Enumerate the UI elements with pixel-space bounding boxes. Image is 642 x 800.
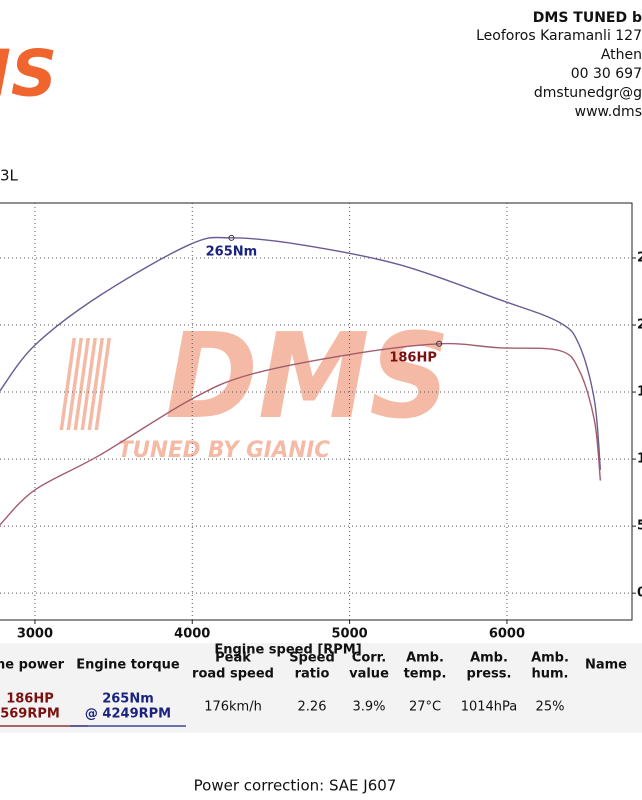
y-tick-label: 1 [637,452,642,467]
curve [0,342,602,526]
address-line: 00 30 697 [571,66,642,82]
table-background [0,643,642,733]
watermark-stripe [94,338,111,430]
watermark-logo: DMS [165,307,450,445]
watermark-stripe [87,338,104,430]
table-header: ratio [295,667,330,682]
table-header: Corr. [352,651,386,666]
x-tick-label: 6000 [489,627,525,642]
watermark-stripe [80,338,97,430]
table-header: Amb. [470,651,508,666]
y-tick-label: 2 [637,318,642,333]
company-name: DMS TUNED b [533,10,642,26]
table-header: temp. [404,667,447,682]
x-tick-label: 3000 [17,627,53,642]
y-tick-label: 0 [637,586,642,601]
table-header: Name [585,658,627,673]
table-cell: 186HP [6,692,54,707]
y-tick-label: 5 [637,519,642,534]
y-tick-label: 2 [637,250,642,265]
table-cell: @ 4249RPM [85,707,171,722]
peak-label: 186HP [389,350,437,365]
curve [0,236,602,470]
table-header: Engine torque [76,658,180,673]
x-axis-label: Engine speed [RPM] [214,643,361,658]
logo: DMS [0,38,57,112]
table-header: ne power [0,658,65,673]
table-header: Speed [289,651,335,666]
table-cell: 25% [536,700,565,715]
watermark-stripe [66,338,83,430]
table-header: hum. [532,667,569,682]
address-line: www.dms [575,104,642,120]
peak-marker [436,340,443,347]
table-header: Peak [215,651,251,666]
chart-title: 3L [0,167,19,185]
address-line: Leoforos Karamanli 127 [476,28,642,44]
table-header: press. [467,667,512,682]
table-cell: 569RPM [0,707,60,722]
footer: Power correction: SAE J607 [194,777,397,795]
table-header: value [349,667,389,682]
peak-marker [228,234,235,241]
table-cell: 265Nm [102,692,154,707]
x-tick-label: 5000 [331,627,367,642]
table-cell: 1014hPa [461,700,518,715]
table-header: road speed [192,667,274,682]
table-cell: 176km/h [204,700,262,715]
address-line: dmstunedgr@g [534,85,642,101]
x-tick-label: 4000 [174,627,210,642]
address-line: Athen [601,47,642,63]
table-cell: 2.26 [298,700,327,715]
table-header: Amb. [531,651,569,666]
watermark-stripe [73,338,90,430]
logo-graphic: DMS [0,38,57,112]
y-tick-label: 1 [637,385,642,400]
table-cell: 3.9% [352,700,385,715]
watermark-stripe [59,338,76,430]
table-cell: 27°C [409,700,441,715]
plot-frame [0,202,633,621]
peak-label: 265Nm [206,244,258,259]
table-header: Amb. [406,651,444,666]
